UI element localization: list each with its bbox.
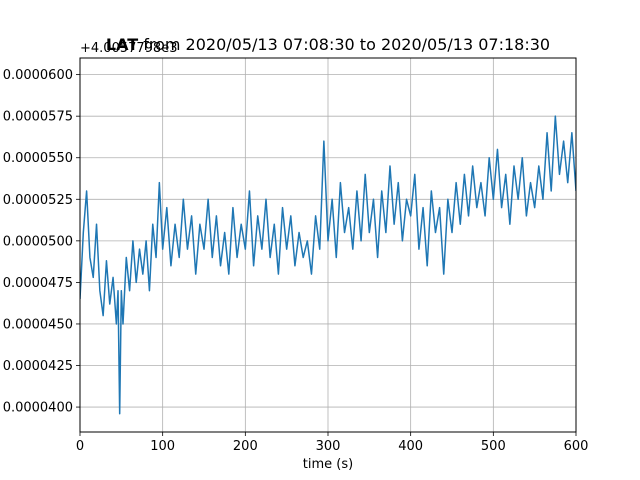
y-tick-label: 0.0000575	[3, 110, 73, 125]
y-tick-label: 0.0000500	[3, 234, 73, 249]
x-tick-label: 300	[316, 439, 341, 454]
y-tick-label: 0.0000525	[3, 193, 73, 208]
chart-title-bold: LAT	[106, 35, 138, 54]
chart-title: LAT from 2020/05/13 07:08:30 to 2020/05/…	[106, 35, 550, 54]
x-tick-label: 600	[564, 439, 589, 454]
y-tick-label: 0.0000550	[3, 151, 73, 166]
y-offset-text: +4.0057798e3	[80, 41, 177, 56]
y-tick-label: 0.0000425	[3, 359, 73, 374]
y-tick-label: 0.0000600	[3, 68, 73, 83]
y-tick-label: 0.0000400	[3, 401, 73, 416]
y-tick-label: 0.0000450	[3, 317, 73, 332]
y-tick-label: 0.0000475	[3, 276, 73, 291]
chart-title-rest: from 2020/05/13 07:08:30 to 2020/05/13 0…	[138, 35, 550, 54]
tick-marks	[76, 74, 577, 436]
x-axis-label: time (s)	[303, 457, 353, 472]
series-layer	[80, 115, 576, 415]
x-tick-label: 100	[150, 439, 175, 454]
x-tick-labels: 0 100 200 300 400 500 600	[76, 439, 589, 454]
series-line	[80, 115, 576, 415]
grid-lines	[79, 58, 577, 432]
y-tick-labels: 0.0000400 0.0000425 0.0000450 0.0000475 0.00…	[3, 68, 73, 415]
x-tick-label: 0	[76, 439, 84, 454]
x-tick-label: 500	[481, 439, 506, 454]
x-tick-label: 200	[233, 439, 258, 454]
x-tick-label: 400	[398, 439, 423, 454]
